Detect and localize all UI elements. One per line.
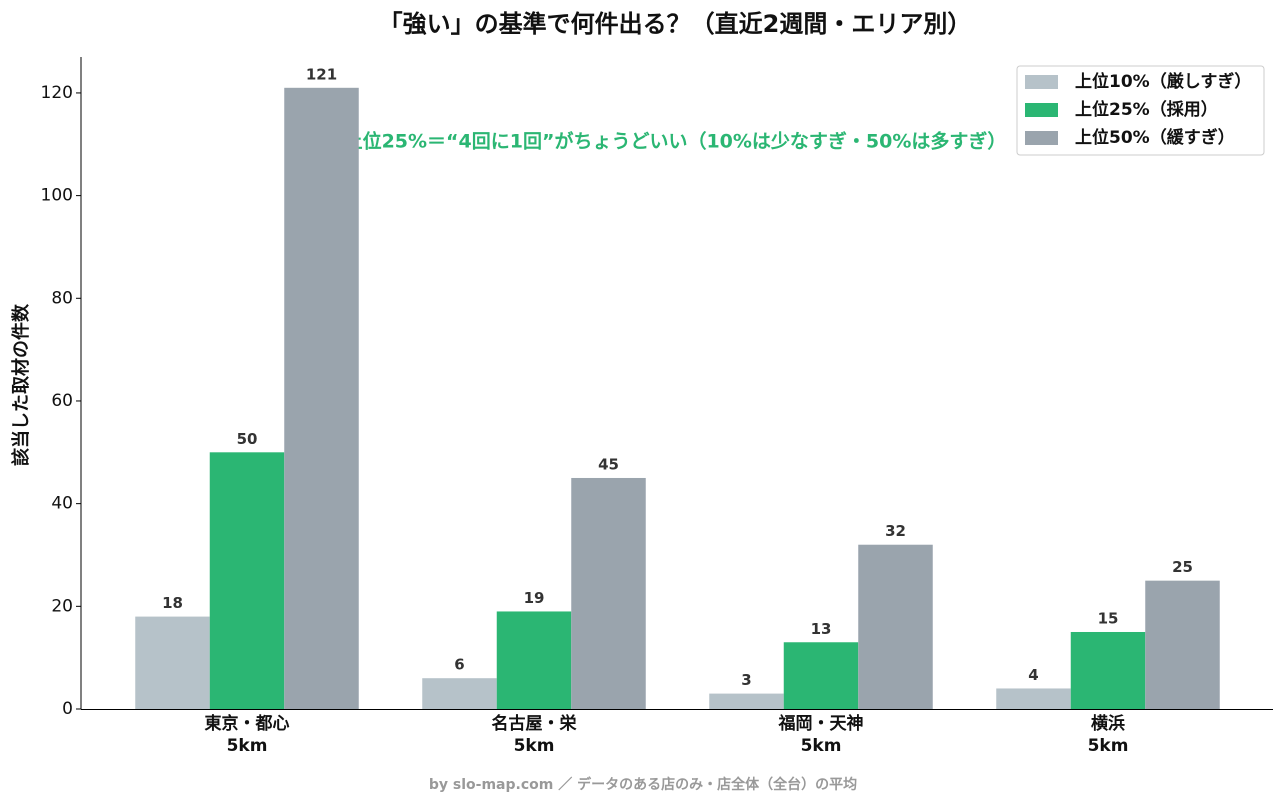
y-tick-label: 60	[51, 391, 73, 411]
bar	[996, 688, 1071, 709]
value-label: 18	[162, 594, 183, 612]
bar	[209, 452, 285, 709]
bar	[709, 693, 784, 709]
value-label: 13	[811, 620, 832, 638]
legend-box	[1016, 65, 1265, 156]
annotation: 上位25%＝“4回に1回”がちょうどいい（10%は少なすぎ・50%は多すぎ）	[344, 130, 1007, 153]
x-tick-label: 横浜 5km	[1087, 714, 1129, 756]
value-label: 3	[741, 671, 751, 689]
footer: by slo-map.com ／ データのある店のみ・店全体（全台）の平均	[429, 776, 857, 793]
bar	[858, 544, 933, 709]
legend-label: 上位10%（厳しすぎ）	[1075, 71, 1251, 92]
bar	[135, 616, 210, 709]
bar	[1145, 580, 1220, 709]
y-axis-label: 該当した取材の件数	[10, 303, 32, 466]
bar	[571, 477, 646, 709]
value-label: 4	[1028, 666, 1038, 684]
legend-swatch	[1025, 131, 1058, 145]
value-label: 50	[237, 430, 258, 448]
y-tick-label: 80	[51, 288, 73, 308]
value-label: 6	[454, 656, 464, 674]
y-tick-label: 0	[62, 699, 73, 719]
legend-label: 上位50%（緩すぎ）	[1075, 127, 1235, 148]
value-label: 15	[1098, 609, 1119, 627]
bar	[783, 642, 859, 709]
chart-title: 「強い」の基準で何件出る？（直近2週間・エリア別）	[379, 10, 972, 38]
y-tick-label: 40	[51, 494, 73, 514]
value-label: 32	[885, 522, 906, 540]
value-label: 45	[598, 455, 619, 473]
y-tick-label: 100	[41, 186, 73, 206]
x-tick-label: 福岡・天神 5km	[778, 714, 864, 756]
x-tick-label: 名古屋・栄 5km	[491, 714, 577, 756]
y-tick-label: 20	[51, 596, 73, 616]
legend-swatch	[1025, 103, 1058, 117]
legend-label: 上位25%（採用）	[1075, 99, 1218, 120]
bar	[496, 611, 572, 709]
bar	[422, 678, 497, 709]
value-label: 19	[524, 589, 545, 607]
bar	[284, 87, 359, 709]
x-tick-label: 東京・都心 5km	[204, 714, 290, 756]
value-label: 121	[306, 65, 337, 83]
value-label: 25	[1172, 558, 1193, 576]
legend-swatch	[1025, 75, 1058, 89]
y-tick-label: 120	[41, 83, 73, 103]
bar	[1070, 631, 1146, 709]
